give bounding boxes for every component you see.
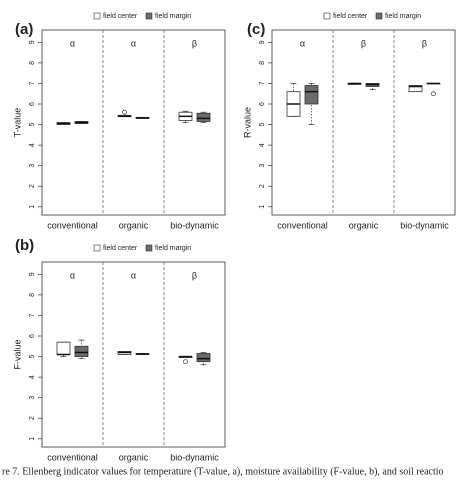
legend-swatch xyxy=(145,12,153,20)
box xyxy=(304,85,319,105)
group-letter: α xyxy=(300,38,305,48)
y-tick-label: 6 xyxy=(29,102,36,106)
x-tick-label: organic xyxy=(119,452,149,462)
outlier xyxy=(183,359,188,365)
group-letter: β xyxy=(192,270,197,280)
x-tick-label: organic xyxy=(349,220,379,230)
y-tick-label: 4 xyxy=(29,143,36,147)
y-tick-label: 5 xyxy=(259,123,266,127)
y-tick-label: 3 xyxy=(259,164,266,168)
x-tick-label: conventional xyxy=(47,220,98,230)
y-tick-label: 8 xyxy=(29,293,36,297)
box xyxy=(196,353,211,363)
y-tick-label: 4 xyxy=(259,143,266,147)
x-tick-label: bio-dynamic xyxy=(400,220,449,230)
group-letter: α xyxy=(70,38,75,48)
x-tick-label: conventional xyxy=(277,220,328,230)
y-tick-label: 9 xyxy=(259,40,266,44)
y-tick-label: 6 xyxy=(259,102,266,106)
panel-label: (b) xyxy=(15,237,34,254)
y-tick-label: 7 xyxy=(259,81,266,85)
y-tick-label: 8 xyxy=(29,61,36,65)
plot-frame xyxy=(41,261,226,448)
y-tick-label: 3 xyxy=(29,164,36,168)
x-tick-label: bio-dynamic xyxy=(170,220,219,230)
y-tick-label: 1 xyxy=(259,205,266,209)
legend-swatch xyxy=(93,244,101,252)
legend-label: field center xyxy=(333,13,368,20)
legend-label: field center xyxy=(103,245,138,252)
panel-label: (c) xyxy=(247,21,265,38)
y-tick-label: 5 xyxy=(29,355,36,359)
y-tick-label: 9 xyxy=(29,40,36,44)
y-tick-label: 7 xyxy=(29,313,36,317)
box xyxy=(56,341,71,355)
panel-label: (a) xyxy=(15,21,33,38)
x-tick-label: bio-dynamic xyxy=(170,452,219,462)
group-letter: β xyxy=(422,38,427,48)
y-tick-label: 1 xyxy=(29,437,36,441)
y-tick-label: 3 xyxy=(29,396,36,400)
y-tick-label: 5 xyxy=(29,123,36,127)
group-letter: β xyxy=(192,38,197,48)
plot-frame xyxy=(41,29,226,216)
y-tick-label: 6 xyxy=(29,334,36,338)
group-letter: α xyxy=(70,270,75,280)
box xyxy=(74,345,89,357)
legend-swatch xyxy=(93,12,101,20)
box xyxy=(196,112,211,122)
outlier xyxy=(431,91,436,97)
y-tick-label: 8 xyxy=(259,61,266,65)
caption: re 7. Ellenberg indicator values for tem… xyxy=(2,466,444,477)
y-axis-label: T-value xyxy=(12,108,22,138)
y-tick-label: 2 xyxy=(29,416,36,420)
y-tick-label: 2 xyxy=(29,184,36,188)
legend-label: field margin xyxy=(155,13,191,20)
group-letter: β xyxy=(361,38,366,48)
legend-swatch xyxy=(323,12,331,20)
x-tick-label: organic xyxy=(119,220,149,230)
legend-label: field margin xyxy=(385,13,421,20)
plot-frame xyxy=(271,29,456,216)
y-tick-label: 2 xyxy=(259,184,266,188)
group-letter: α xyxy=(131,38,136,48)
group-letter: α xyxy=(131,270,136,280)
legend-swatch xyxy=(375,12,383,20)
y-tick-label: 1 xyxy=(29,205,36,209)
box xyxy=(408,85,423,93)
y-axis-label: F-value xyxy=(12,339,22,369)
legend-label: field margin xyxy=(155,245,191,252)
y-axis-label: R-value xyxy=(242,107,252,138)
y-tick-label: 7 xyxy=(29,81,36,85)
x-tick-label: conventional xyxy=(47,452,98,462)
outlier xyxy=(122,109,127,115)
legend-swatch xyxy=(145,244,153,252)
y-tick-label: 9 xyxy=(29,272,36,276)
y-tick-label: 4 xyxy=(29,375,36,379)
legend-label: field center xyxy=(103,13,138,20)
